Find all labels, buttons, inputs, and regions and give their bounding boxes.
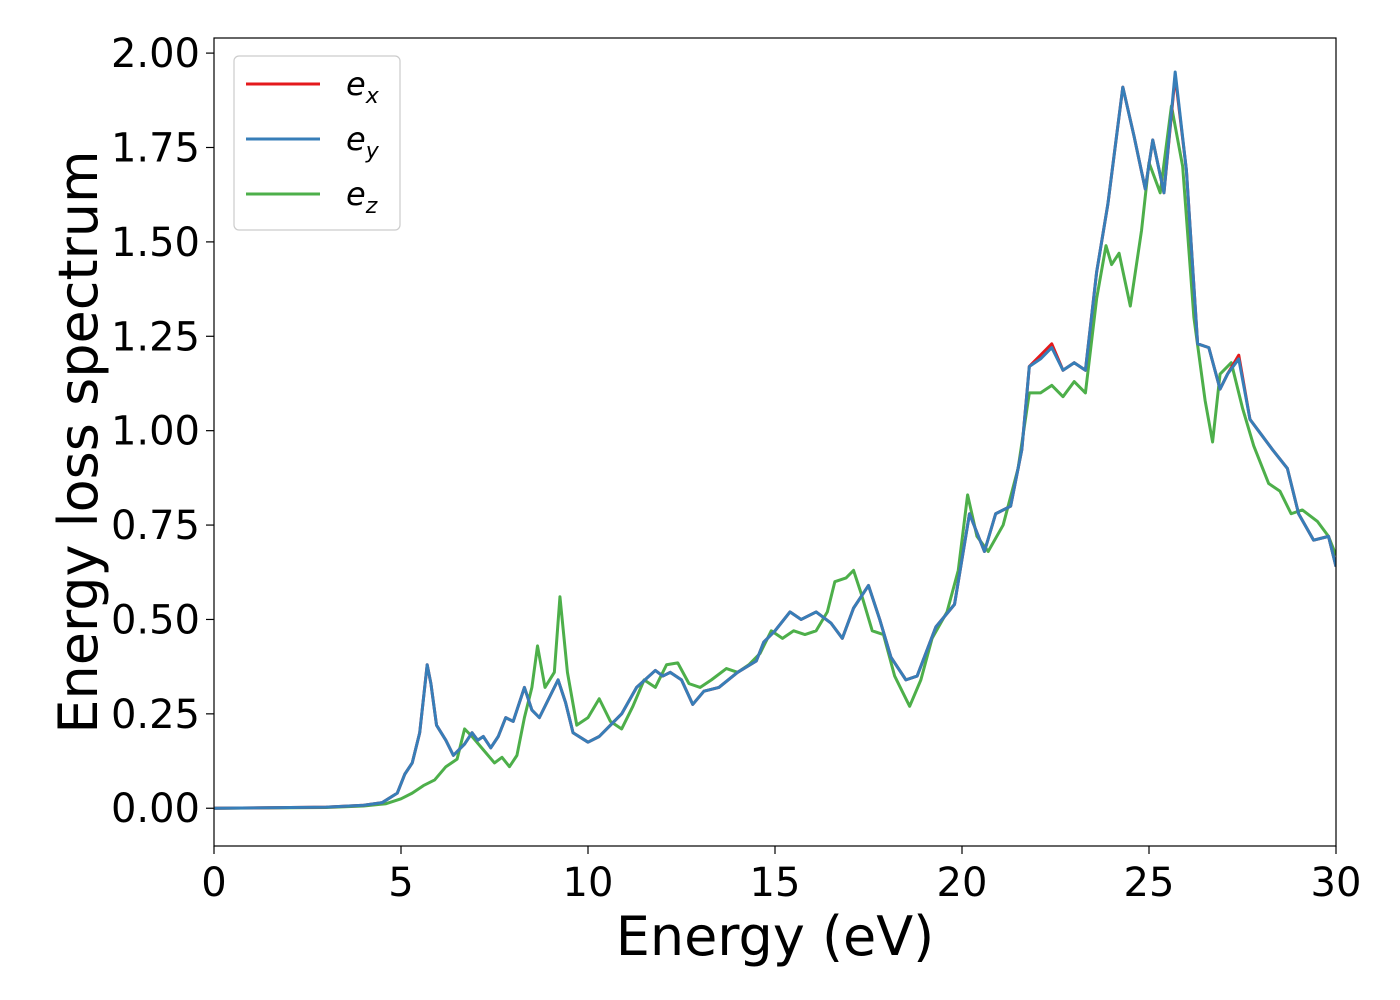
- y-axis: 0.00 0.25 0.50 0.75 1.00 1.25 1.50 1.75 2.00: [111, 31, 214, 832]
- y-tick-label: 2.00: [111, 31, 200, 77]
- plot-area: [214, 70, 1336, 810]
- y-axis-title: Energy loss spectrum: [47, 150, 110, 733]
- y-tick-label: 1.50: [111, 220, 200, 266]
- x-tick-label: 5: [388, 860, 413, 906]
- y-tick-label: 1.25: [111, 314, 200, 360]
- x-tick-label: 15: [750, 860, 801, 906]
- x-axis-title: Energy (eV): [616, 905, 935, 968]
- legend-label-subscript: y: [365, 139, 380, 164]
- legend-label-subscript: x: [365, 84, 380, 109]
- x-tick-label: 25: [1124, 860, 1175, 906]
- legend-label-subscript: z: [365, 194, 378, 219]
- x-tick-label: 20: [937, 860, 988, 906]
- y-tick-label: 0.25: [111, 692, 200, 738]
- x-tick-label: 10: [563, 860, 614, 906]
- y-tick-label: 1.00: [111, 409, 200, 455]
- y-tick-label: 0.75: [111, 503, 200, 549]
- x-axis: 0 5 10 15 20 25 30: [201, 846, 1361, 906]
- y-tick-label: 0.00: [111, 786, 200, 832]
- series-line-ey: [214, 70, 1336, 810]
- legend-frame: [233, 55, 401, 231]
- series-line-ez: [214, 104, 1336, 810]
- y-tick-label: 1.75: [111, 125, 200, 171]
- y-tick-label: 0.50: [111, 597, 200, 643]
- x-tick-label: 30: [1311, 860, 1362, 906]
- x-tick-label: 0: [201, 860, 226, 906]
